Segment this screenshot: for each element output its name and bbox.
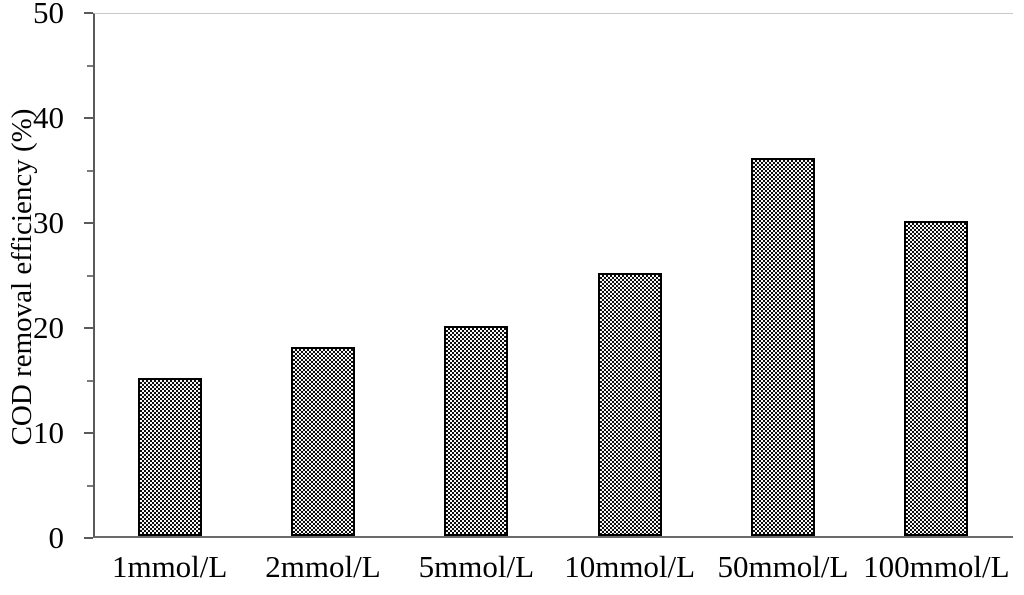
y-axis-minor-tick <box>87 274 93 277</box>
plot-area <box>93 13 1013 538</box>
y-axis-major-tick <box>84 327 93 329</box>
bar-5mmol/L <box>444 326 508 536</box>
x-tick-label: 5mmol/L <box>418 549 535 584</box>
x-tick-label: 1mmol/L <box>111 549 228 584</box>
x-tick-label: 2mmol/L <box>265 549 381 584</box>
bar-100mmol/L <box>904 221 968 536</box>
y-tick-label: 50 <box>33 0 64 30</box>
bar-50mmol/L <box>751 158 815 536</box>
x-tick-label: 100mmol/L <box>863 549 1010 584</box>
bar-10mmol/L <box>598 273 662 536</box>
y-axis-minor-tick <box>87 379 93 382</box>
y-axis-major-tick <box>84 537 93 539</box>
y-axis-major-tick <box>84 432 93 434</box>
y-axis-major-tick <box>84 117 93 119</box>
y-axis-major-tick <box>84 12 93 14</box>
y-axis-minor-tick <box>87 64 93 67</box>
y-tick-label: 0 <box>48 520 65 555</box>
y-axis-major-tick <box>84 222 93 224</box>
x-tick-label: 10mmol/L <box>564 549 696 584</box>
y-tick-label: 20 <box>33 310 64 345</box>
bar-2mmol/L <box>291 347 355 536</box>
y-axis-minor-tick <box>87 169 93 172</box>
y-tick-label: 10 <box>33 415 64 450</box>
bar-1mmol/L <box>138 378 202 536</box>
x-tick-label: 50mmol/L <box>717 549 849 584</box>
y-axis-title: COD removal efficiency (%) <box>6 108 38 446</box>
y-tick-label: 30 <box>33 205 64 240</box>
y-axis-minor-tick <box>87 484 93 487</box>
y-tick-label: 40 <box>33 100 64 135</box>
